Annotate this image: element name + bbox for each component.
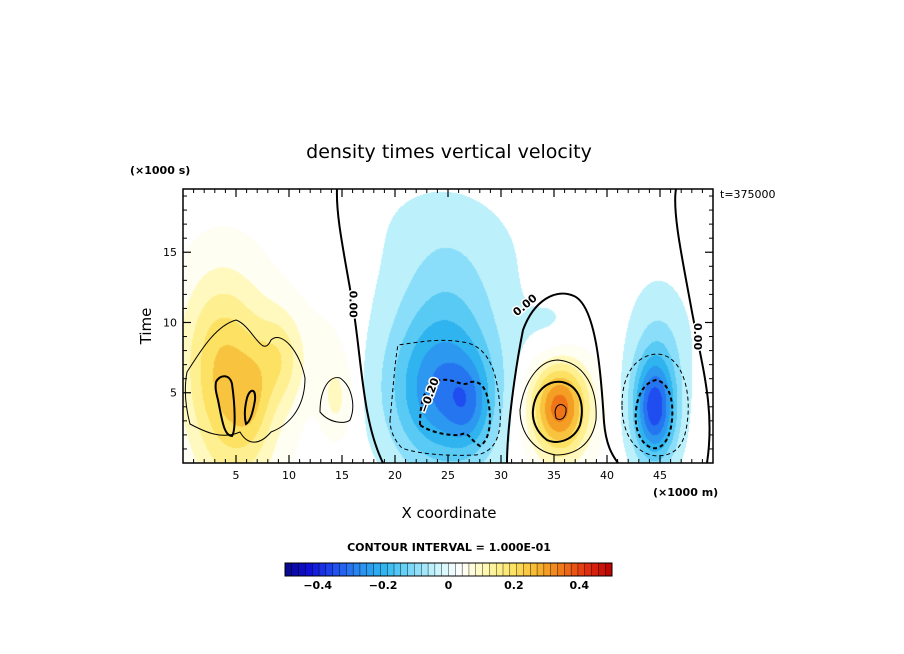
colorbar-cell: [359, 562, 368, 577]
colorbar-cell: [468, 562, 477, 577]
positive-inner-contour-left-b: [243, 389, 257, 426]
contour-label: 0.00: [691, 323, 704, 350]
positive-contour-left: [184, 319, 306, 443]
colorbar-cell: [318, 562, 327, 577]
y-axis-ticks: 5 10 15: [163, 246, 713, 400]
colorbar-cell: [584, 562, 593, 577]
negative-contour-right: [621, 353, 689, 457]
colorbar-cell: [564, 562, 572, 577]
colorbar-cell: [380, 562, 388, 577]
colorbar-cell: [557, 562, 565, 577]
colorbar-cell: [305, 562, 313, 577]
colorbar: −0.4 −0.2 0 0.2 0.4: [284, 562, 613, 592]
y-tick-label: 10: [163, 316, 177, 329]
x-tick-label: 30: [494, 469, 508, 482]
positive-inner-contour-right: [531, 380, 583, 443]
colorbar-cell: [284, 562, 293, 577]
colorbar-cell: [291, 562, 300, 577]
colorbar-cell: [523, 562, 531, 577]
colorbar-cell: [312, 562, 320, 577]
colorbar-cell: [455, 562, 463, 577]
y-axis-label: Time: [137, 308, 155, 346]
colorbar-cell: [530, 562, 538, 577]
colorbar-tick-label: 0.2: [504, 579, 524, 592]
plot-area: 0.00 0.000.00−0.20 5 10 15 20 25 30 35 40 45 5101…: [163, 188, 714, 482]
colorbar-cell: [298, 562, 306, 577]
y-tick-label: 15: [163, 246, 177, 259]
colorbar-cells: [284, 562, 613, 577]
colorbar-cell: [516, 562, 524, 577]
colorbar-tick-label: 0: [445, 579, 453, 592]
colorbar-cell: [346, 562, 354, 577]
colorbar-cell: [543, 562, 552, 577]
colorbar-cell: [386, 562, 395, 577]
colorbar-cell: [598, 562, 606, 577]
y-tick-label: 5: [170, 387, 177, 400]
chart-title: density times vertical velocity: [306, 141, 592, 163]
colorbar-cell: [352, 562, 361, 577]
time-stamp: t=375000: [720, 188, 776, 201]
negative-inner-contour-center: [418, 378, 491, 448]
colorbar-cell: [448, 562, 456, 577]
positive-core-contour-right: [554, 404, 567, 421]
colorbar-frame: [284, 562, 613, 577]
x-axis-label: X coordinate: [401, 504, 496, 522]
colorbar-cell: [570, 562, 579, 577]
x-axis-unit: (×1000 m): [653, 486, 718, 499]
colorbar-ticks: −0.4 −0.2 0 0.2 0.4: [303, 579, 589, 592]
x-tick-label: 45: [653, 469, 667, 482]
colorbar-tick-label: 0.4: [570, 579, 590, 592]
colorbar-cell: [414, 562, 422, 577]
zero-contour-right: [674, 189, 711, 463]
colorbar-cell: [550, 562, 559, 577]
colorbar-cell: [373, 562, 381, 577]
colorbar-cell: [427, 562, 436, 577]
colorbar-tick-label: −0.2: [369, 579, 398, 592]
colorbar-cell: [332, 562, 341, 577]
colorbar-cell: [475, 562, 484, 577]
zero-contour-left: [335, 189, 384, 463]
colorbar-cell: [489, 562, 497, 577]
positive-contour-right: [519, 359, 597, 456]
colorbar-cell: [502, 562, 511, 577]
colorbar-cell: [577, 562, 586, 577]
negative-inner-contour-right: [634, 378, 674, 450]
colorbar-cell: [536, 562, 545, 577]
colorbar-cell: [482, 562, 490, 577]
colorbar-cell: [495, 562, 504, 577]
colorbar-cell: [591, 562, 599, 577]
colorbar-cell: [461, 562, 470, 577]
x-axis-ticks: 5 10 15 20 25 30 35 40 45: [233, 189, 667, 482]
colorbar-cell: [604, 562, 613, 577]
colorbar-cell: [407, 562, 415, 577]
positive-contour-center: [319, 377, 354, 423]
colorbar-cell: [421, 562, 429, 577]
colorbar-cell: [434, 562, 443, 577]
minor-ticks: [183, 189, 713, 463]
x-tick-label: 20: [388, 469, 402, 482]
colorbar-cell: [509, 562, 518, 577]
colorbar-cell: [366, 562, 375, 577]
colorbar-cell: [339, 562, 347, 577]
colorbar-cell: [393, 562, 402, 577]
y-axis-unit: (×1000 s): [130, 164, 190, 177]
contour-label: 0.00: [347, 291, 360, 318]
x-tick-label: 15: [335, 469, 349, 482]
x-tick-label: 25: [441, 469, 455, 482]
x-tick-label: 10: [282, 469, 296, 482]
heatmap-field: [183, 189, 713, 463]
colorbar-cell: [400, 562, 409, 577]
colorbar-tick-label: −0.4: [303, 579, 332, 592]
positive-inner-contour-left-a: [214, 375, 236, 438]
negative-contour-center: [389, 339, 501, 456]
contour-interval-note: CONTOUR INTERVAL = 1.000E-01: [347, 541, 551, 554]
colorbar-cell: [325, 562, 334, 577]
contour-lines: [184, 189, 711, 463]
x-tick-label: 35: [547, 469, 561, 482]
zero-contour-middle: [506, 292, 619, 463]
x-tick-label: 40: [600, 469, 614, 482]
x-tick-label: 5: [233, 469, 240, 482]
colorbar-cell: [441, 562, 450, 577]
